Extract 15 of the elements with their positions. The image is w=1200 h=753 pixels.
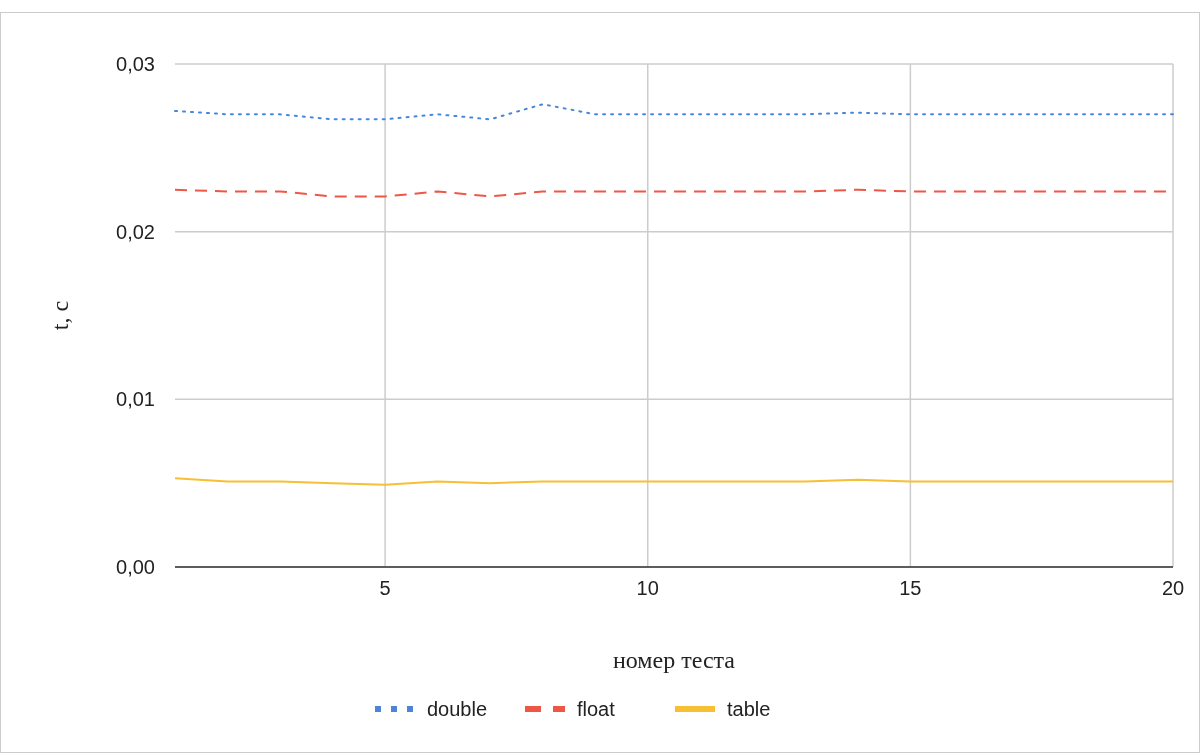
x-tick-label: 15 [899,577,922,599]
legend-label: table [727,698,771,720]
x-tick-label: 5 [379,577,391,599]
x-tick-label: 10 [636,577,659,599]
y-axis-title: t, c [47,300,73,331]
x-tick-label: 20 [1161,577,1185,599]
x-axis-title: номер теста [612,647,736,673]
legend-label: double [427,698,488,720]
line-series [174,477,1174,486]
line-series [174,103,1174,121]
y-tick-label: 0,01 [116,388,155,411]
y-tick-label: 0,00 [116,556,155,578]
y-tick-label: 0,02 [116,220,155,243]
y-tick-label: 0,03 [116,53,155,75]
legend-label: float [577,698,616,720]
